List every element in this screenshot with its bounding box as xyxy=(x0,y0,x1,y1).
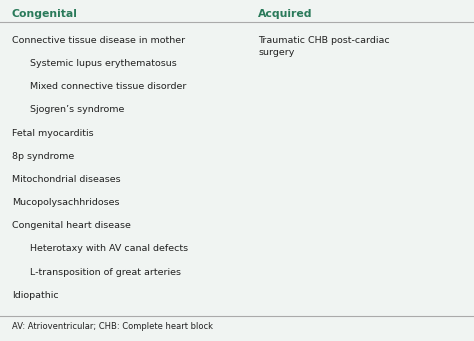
Text: Mitochondrial diseases: Mitochondrial diseases xyxy=(12,175,120,184)
Text: Fetal myocarditis: Fetal myocarditis xyxy=(12,129,93,137)
Text: 8p syndrome: 8p syndrome xyxy=(12,152,74,161)
Text: Traumatic CHB post-cardiac
surgery: Traumatic CHB post-cardiac surgery xyxy=(258,36,390,57)
Text: Connective tissue disease in mother: Connective tissue disease in mother xyxy=(12,36,185,45)
Text: Congenital: Congenital xyxy=(12,9,78,18)
Text: Mixed connective tissue disorder: Mixed connective tissue disorder xyxy=(30,82,186,91)
Text: L-transposition of great arteries: L-transposition of great arteries xyxy=(30,268,181,277)
Text: Heterotaxy with AV canal defects: Heterotaxy with AV canal defects xyxy=(30,244,188,253)
Text: Idiopathic: Idiopathic xyxy=(12,291,58,300)
Text: Acquired: Acquired xyxy=(258,9,313,18)
Text: Congenital heart disease: Congenital heart disease xyxy=(12,221,131,230)
Text: Sjogren’s syndrome: Sjogren’s syndrome xyxy=(30,105,124,114)
Text: Mucopolysachhridoses: Mucopolysachhridoses xyxy=(12,198,119,207)
Text: Systemic lupus erythematosus: Systemic lupus erythematosus xyxy=(30,59,177,68)
Text: AV: Atrioventricular; CHB: Complete heart block: AV: Atrioventricular; CHB: Complete hear… xyxy=(12,322,213,330)
